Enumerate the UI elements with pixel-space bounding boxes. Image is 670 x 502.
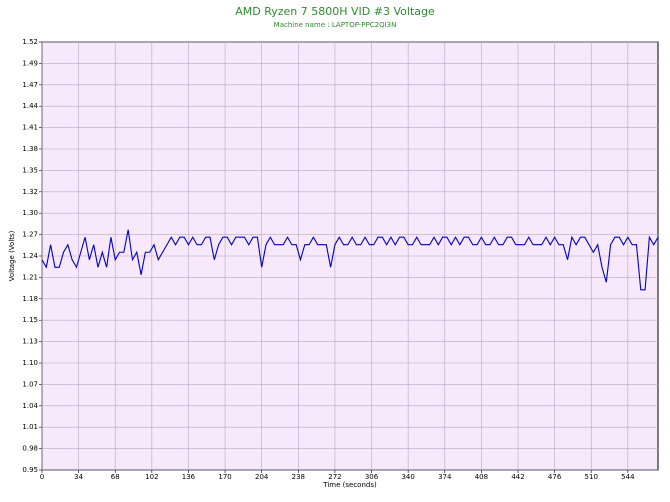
y-tick-label: 0.98 [22, 445, 38, 453]
y-tick-label: 1.38 [22, 145, 38, 153]
y-tick-label: 1.52 [22, 38, 38, 46]
x-tick-label: 408 [475, 473, 488, 481]
y-tick-label: 1.44 [22, 102, 38, 110]
y-tick-label: 1.24 [22, 252, 38, 260]
x-tick-label: 204 [255, 473, 269, 481]
x-tick-label: 136 [182, 473, 196, 481]
x-tick-label: 238 [292, 473, 305, 481]
y-tick-label: 1.49 [22, 59, 38, 67]
y-tick-label: 1.32 [22, 188, 38, 196]
x-tick-label: 510 [585, 473, 598, 481]
y-tick-label: 1.13 [22, 338, 38, 346]
y-tick-label: 1.47 [22, 81, 38, 89]
x-tick-label: 476 [548, 473, 562, 481]
y-tick-label: 1.35 [22, 166, 38, 174]
chart-subtitle: Machine name : LAPTOP-PPC2QI3N [274, 21, 397, 29]
x-tick-label: 306 [365, 473, 379, 481]
y-tick-label: 1.07 [22, 380, 38, 388]
x-tick-label: 102 [145, 473, 158, 481]
y-axis-label: Voltage (Volts) [8, 230, 16, 281]
y-tick-label: 1.10 [22, 359, 38, 367]
y-tick-label: 1.18 [22, 295, 38, 303]
y-tick-label: 1.41 [22, 124, 38, 132]
x-tick-label: 374 [438, 473, 452, 481]
y-tick-label: 1.01 [22, 423, 38, 431]
x-tick-label: 170 [218, 473, 231, 481]
x-tick-label: 442 [511, 473, 524, 481]
data-line [41, 229, 659, 291]
y-tick-label: 1.27 [22, 231, 38, 239]
x-tick-label: 544 [621, 473, 635, 481]
x-tick-label: 340 [401, 473, 414, 481]
x-tick-label: 34 [74, 473, 83, 481]
x-tick-label: 0 [40, 473, 44, 481]
y-tick-label: 0.95 [22, 466, 38, 474]
x-tick-label: 68 [111, 473, 120, 481]
x-tick-label: 272 [328, 473, 341, 481]
chart-title: AMD Ryzen 7 5800H VID #3 Voltage [235, 5, 435, 18]
y-tick-label: 1.15 [22, 316, 38, 324]
y-tick-label: 1.21 [22, 273, 38, 281]
y-tick-label: 1.30 [22, 209, 38, 217]
y-tick-label: 1.04 [22, 402, 38, 410]
x-axis-label: Time (seconds) [322, 481, 377, 489]
